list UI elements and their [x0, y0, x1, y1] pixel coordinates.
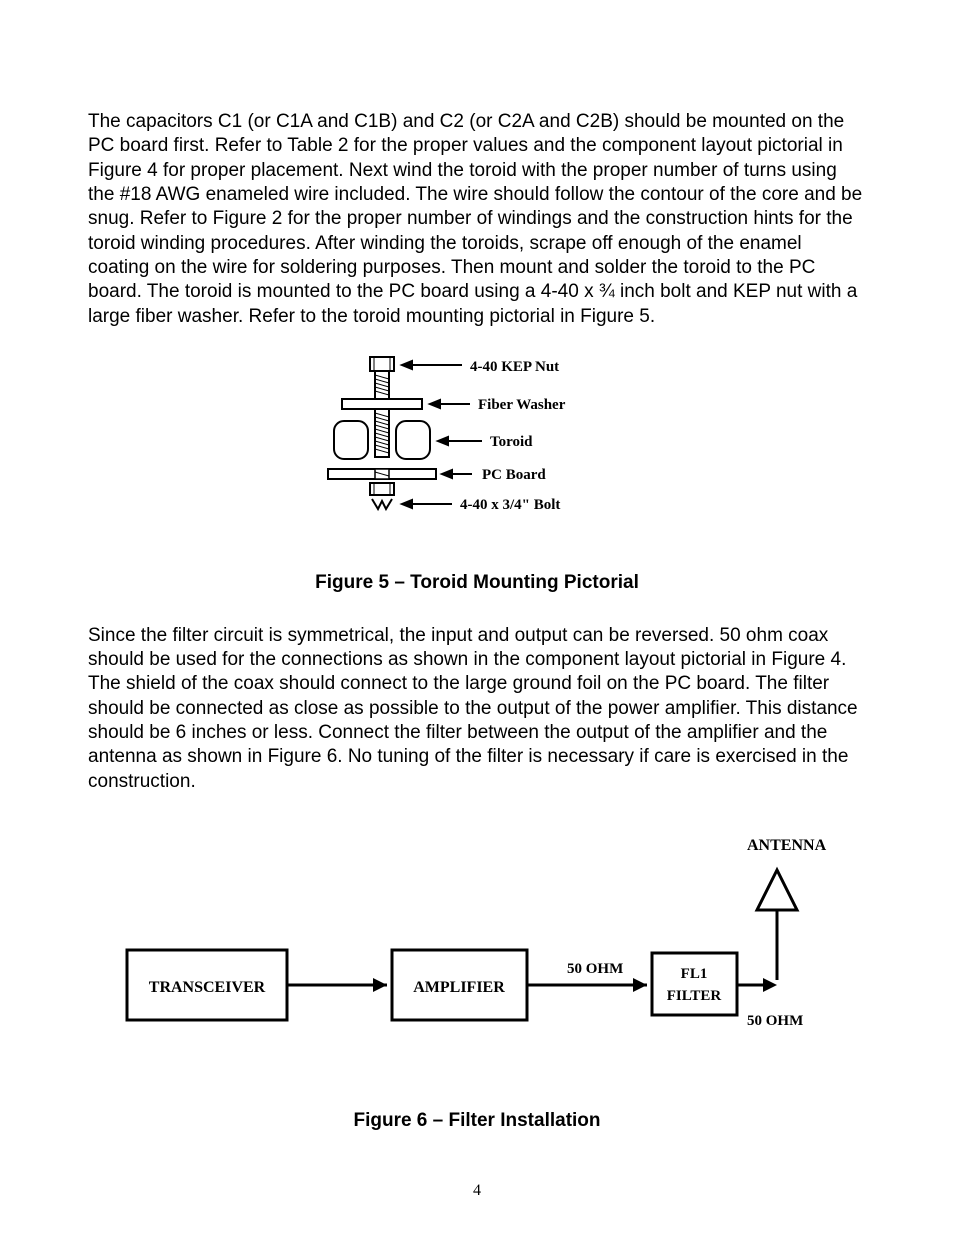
- figure-5: 4-40 KEP Nut Fiber Washer Toroid PC Boar…: [88, 349, 866, 554]
- page-number: 4: [88, 1182, 866, 1200]
- filter-installation-diagram: ANTENNA TRANSCEIVER AMPLIFIER 50 OHM FL1…: [107, 830, 847, 1080]
- label-filter: FILTER: [667, 988, 722, 1004]
- figure-6: ANTENNA TRANSCEIVER AMPLIFIER 50 OHM FL1…: [88, 830, 866, 1080]
- figure-5-caption: Figure 5 – Toroid Mounting Pictorial: [88, 572, 866, 594]
- paragraph-2: Since the filter circuit is symmetrical,…: [88, 624, 866, 794]
- document-page: The capacitors C1 (or C1A and C1B) and C…: [0, 0, 954, 1240]
- label-bolt: 4-40 x 3/4" Bolt: [460, 497, 560, 513]
- label-kep-nut: 4-40 KEP Nut: [470, 359, 559, 375]
- label-toroid: Toroid: [490, 434, 533, 450]
- label-fl1: FL1: [681, 966, 708, 982]
- label-antenna: ANTENNA: [747, 837, 827, 854]
- label-50ohm-1: 50 OHM: [567, 961, 623, 977]
- label-fiber-washer: Fiber Washer: [478, 397, 566, 413]
- label-50ohm-2: 50 OHM: [747, 1013, 803, 1029]
- paragraph-1: The capacitors C1 (or C1A and C1B) and C…: [88, 110, 866, 329]
- toroid-mounting-diagram: 4-40 KEP Nut Fiber Washer Toroid PC Boar…: [322, 349, 632, 554]
- label-amplifier: AMPLIFIER: [413, 979, 505, 996]
- figure-6-caption: Figure 6 – Filter Installation: [88, 1110, 866, 1132]
- label-transceiver: TRANSCEIVER: [149, 979, 266, 996]
- label-pc-board: PC Board: [482, 467, 546, 483]
